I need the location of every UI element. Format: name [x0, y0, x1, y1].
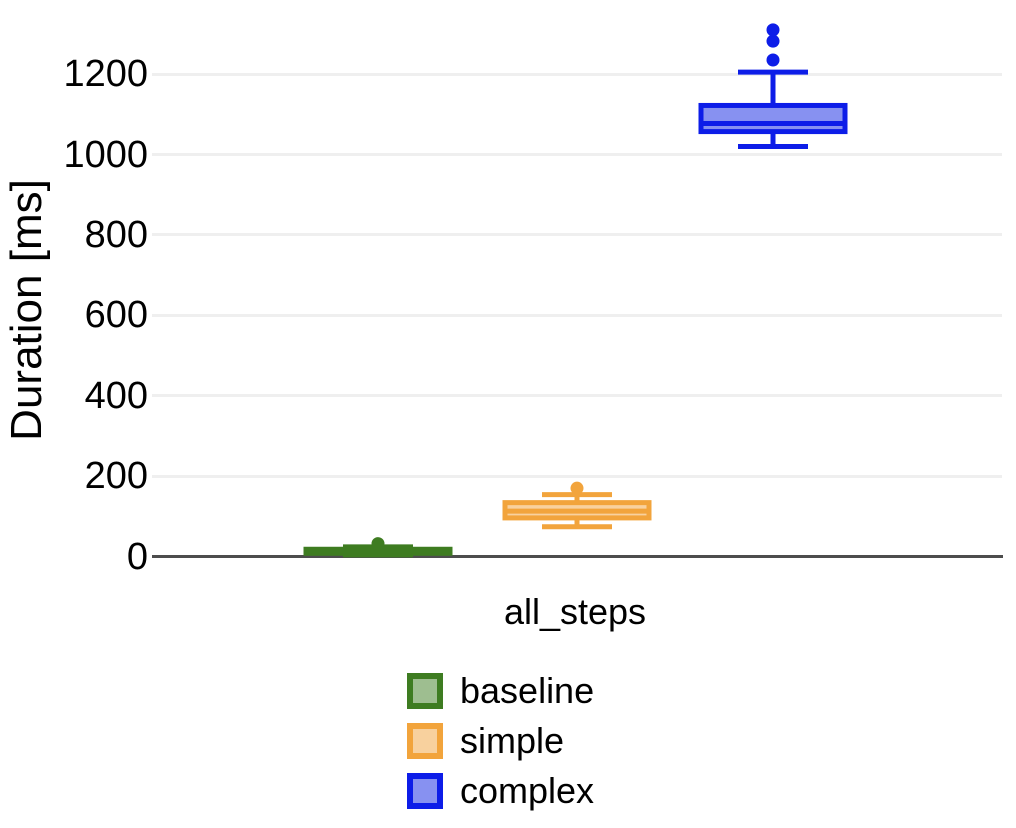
- y-tick-label-0: 0: [126, 535, 148, 578]
- y-tick-label-1200: 1200: [63, 53, 148, 96]
- gridline-1000: [152, 153, 1002, 156]
- y-tick-label-600: 600: [84, 294, 148, 337]
- legend-swatch-baseline: [407, 673, 443, 709]
- gridline-400: [152, 394, 1002, 398]
- gridline-800: [152, 233, 1002, 237]
- iqr-box-complex: [698, 102, 848, 135]
- legend-swatch-complex: [407, 773, 443, 809]
- y-tick-label-1000: 1000: [63, 133, 148, 176]
- outlier-dot-baseline-0: [371, 537, 385, 551]
- x-axis-domain-line: [152, 555, 1003, 558]
- y-tick-label-800: 800: [84, 213, 148, 256]
- gridline-200: [152, 474, 1002, 478]
- gridline-1200: [152, 72, 1002, 76]
- legend-item-complex: complex: [407, 772, 594, 810]
- gridline-600: [152, 313, 1002, 317]
- legend-item-baseline: baseline: [407, 672, 594, 710]
- legend: baseline simple complex: [407, 672, 594, 822]
- legend-label-complex: complex: [460, 770, 595, 811]
- outlier-dot-complex-0: [766, 53, 780, 67]
- legend-label-baseline: baseline: [460, 670, 595, 711]
- legend-swatch-simple: [407, 723, 443, 759]
- box-complex: [698, 23, 848, 149]
- box-simple: [502, 481, 652, 530]
- outlier-dot-complex-1: [766, 34, 780, 48]
- box-baseline: [303, 537, 453, 558]
- outlier-dot-simple-0: [570, 481, 584, 495]
- legend-item-simple: simple: [407, 722, 594, 760]
- x-axis-category-label: all_steps: [503, 591, 647, 632]
- y-tick-label-200: 200: [84, 455, 148, 498]
- outlier-dot-complex-2: [766, 23, 780, 37]
- y-tick-label-400: 400: [84, 374, 148, 417]
- legend-label-simple: simple: [460, 720, 565, 761]
